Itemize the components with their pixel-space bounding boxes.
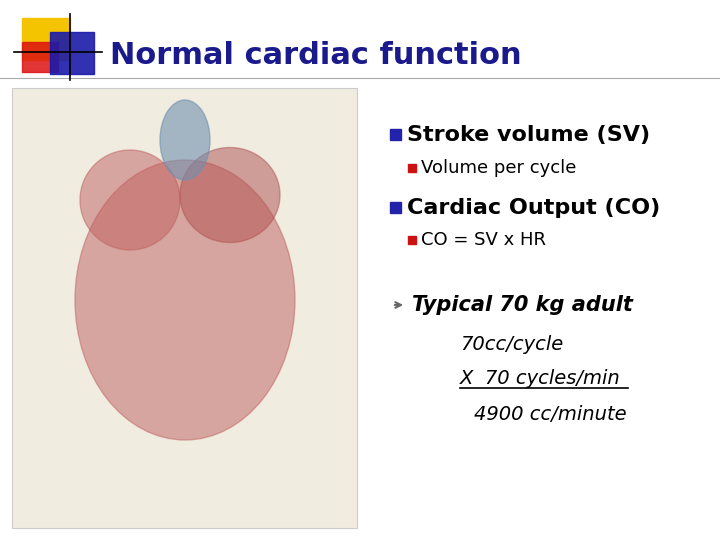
Ellipse shape — [180, 147, 280, 242]
Ellipse shape — [160, 100, 210, 180]
Text: X  70 cycles/min: X 70 cycles/min — [460, 368, 621, 388]
Ellipse shape — [80, 150, 180, 250]
Text: 4900 cc/minute: 4900 cc/minute — [474, 406, 626, 424]
Text: CO = SV x HR: CO = SV x HR — [421, 231, 546, 249]
Bar — [12, 88, 357, 528]
Bar — [390, 129, 401, 140]
Bar — [390, 202, 401, 213]
Text: Normal cardiac function: Normal cardiac function — [110, 40, 521, 70]
Text: Typical 70 kg adult: Typical 70 kg adult — [412, 295, 633, 315]
Ellipse shape — [75, 160, 295, 440]
Bar — [22, 42, 58, 72]
Bar — [408, 164, 416, 172]
Bar — [50, 32, 94, 74]
Text: Volume per cycle: Volume per cycle — [421, 159, 577, 177]
Text: Stroke volume (SV): Stroke volume (SV) — [407, 125, 650, 145]
Bar — [22, 18, 70, 60]
Bar — [408, 236, 416, 244]
Text: 70cc/cycle: 70cc/cycle — [460, 335, 563, 354]
Text: Cardiac Output (CO): Cardiac Output (CO) — [407, 198, 660, 218]
